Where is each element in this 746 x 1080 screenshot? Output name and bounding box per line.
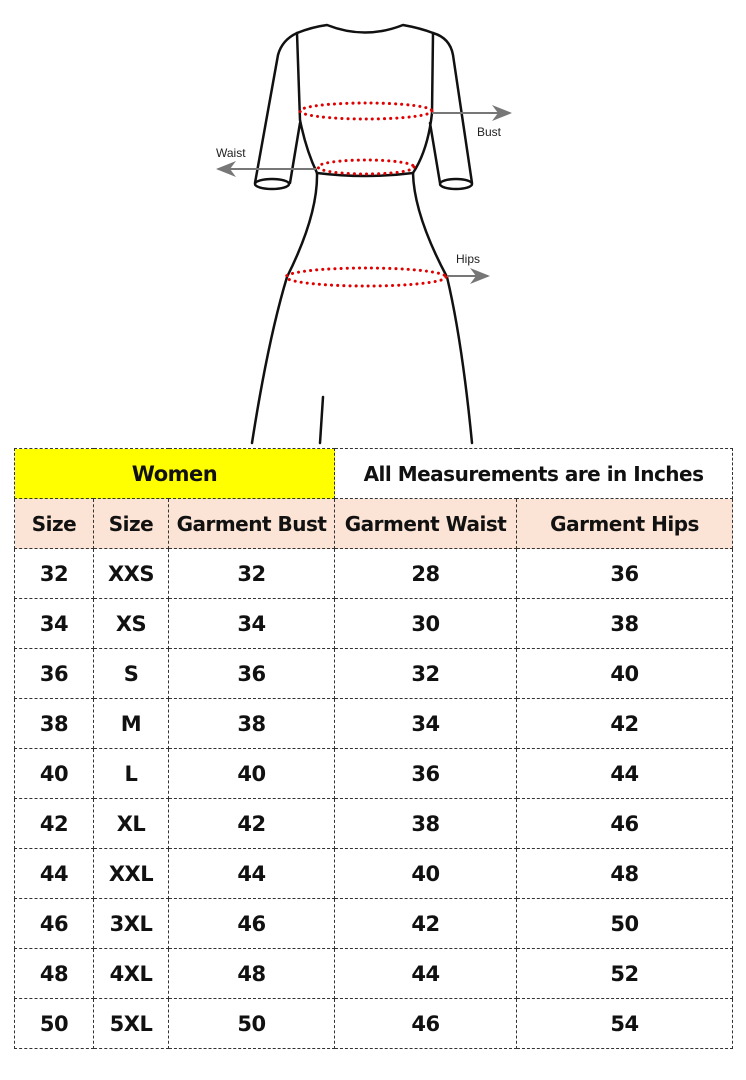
table-cell: 44 (516, 748, 734, 799)
units-note: All Measurements are in Inches (334, 448, 734, 499)
table-cell: 44 (167, 848, 336, 899)
table-cell: 32 (14, 548, 94, 599)
table-cell: 48 (516, 848, 734, 899)
table-cell: 36 (516, 548, 734, 599)
bust-label: Bust (477, 125, 502, 139)
column-header: Size (14, 498, 94, 549)
table-row: 44 XXL 44 40 48 (14, 848, 734, 899)
table-cell: 46 (14, 898, 94, 949)
table-cell: XL (93, 798, 169, 849)
dress-outline (250, 23, 474, 445)
table-title: Women (13, 448, 336, 499)
table-cell: XXL (93, 848, 169, 899)
table-cell: 34 (14, 598, 94, 649)
table-cell: 50 (516, 898, 734, 949)
table-cell: 42 (14, 798, 94, 849)
table-cell: 36 (334, 748, 518, 799)
table-cell: 3XL (93, 898, 169, 949)
table-cell: 44 (14, 848, 94, 899)
column-header: Garment Hips (516, 498, 734, 549)
table-cell: 30 (334, 598, 518, 649)
hips-label: Hips (456, 252, 480, 266)
table-cell: 42 (516, 698, 734, 749)
table-cell: 40 (516, 648, 734, 699)
table-cell: 40 (14, 748, 94, 799)
table-cell: 48 (14, 948, 94, 999)
table-cell: S (93, 648, 169, 699)
table-title-row: Women All Measurements are in Inches (13, 448, 734, 499)
table-cell: 28 (334, 548, 518, 599)
waist-label: Waist (216, 146, 246, 160)
table-cell: 38 (516, 598, 734, 649)
column-header: Size (93, 498, 169, 549)
table-cell: XXS (93, 548, 169, 599)
table-cell: 50 (167, 998, 336, 1049)
table-cell: 32 (167, 548, 336, 599)
table-row: 40 L 40 36 44 (14, 748, 734, 799)
table-cell: 48 (167, 948, 336, 999)
table-cell: 38 (167, 698, 336, 749)
table-row: 48 4XL 48 44 52 (14, 948, 734, 999)
table-cell: 46 (334, 998, 518, 1049)
table-cell: 34 (167, 598, 336, 649)
table-cell: 50 (14, 998, 94, 1049)
table-cell: 44 (334, 948, 518, 999)
table-row: 42 XL 42 38 46 (14, 798, 734, 849)
table-header-row: Size Size Garment Bust Garment Waist Gar… (14, 498, 734, 549)
table-cell: 36 (14, 648, 94, 699)
column-header: Garment Waist (334, 498, 518, 549)
table-cell: 52 (516, 948, 734, 999)
table-cell: 46 (167, 898, 336, 949)
table-cell: L (93, 748, 169, 799)
table-row: 38 M 38 34 42 (14, 698, 734, 749)
table-cell: 5XL (93, 998, 169, 1049)
table-cell: 46 (516, 798, 734, 849)
table-row: 46 3XL 46 42 50 (14, 898, 734, 949)
waist-measure-line (316, 158, 416, 176)
table-cell: 32 (334, 648, 518, 699)
table-cell: M (93, 698, 169, 749)
bust-measure-line (298, 101, 434, 121)
size-chart-table: Women All Measurements are in Inches Siz… (13, 448, 734, 1049)
table-cell: 42 (167, 798, 336, 849)
table-cell: 38 (334, 798, 518, 849)
table-cell: 38 (14, 698, 94, 749)
table-cell: 36 (167, 648, 336, 699)
table-cell: XS (93, 598, 169, 649)
table-row: 50 5XL 50 46 54 (14, 998, 734, 1049)
table-row: 36 S 36 32 40 (14, 648, 734, 699)
table-cell: 4XL (93, 948, 169, 999)
dress-measurement-diagram: Bust Waist Hips (216, 23, 512, 445)
hips-measure-line (284, 266, 448, 288)
column-header: Garment Bust (167, 498, 336, 549)
table-cell: 40 (167, 748, 336, 799)
table-cell: 40 (334, 848, 518, 899)
table-cell: 54 (516, 998, 734, 1049)
table-row: 32 XXS 32 28 36 (14, 548, 734, 599)
table-cell: 42 (334, 898, 518, 949)
table-row: 34 XS 34 30 38 (14, 598, 734, 649)
table-cell: 34 (334, 698, 518, 749)
